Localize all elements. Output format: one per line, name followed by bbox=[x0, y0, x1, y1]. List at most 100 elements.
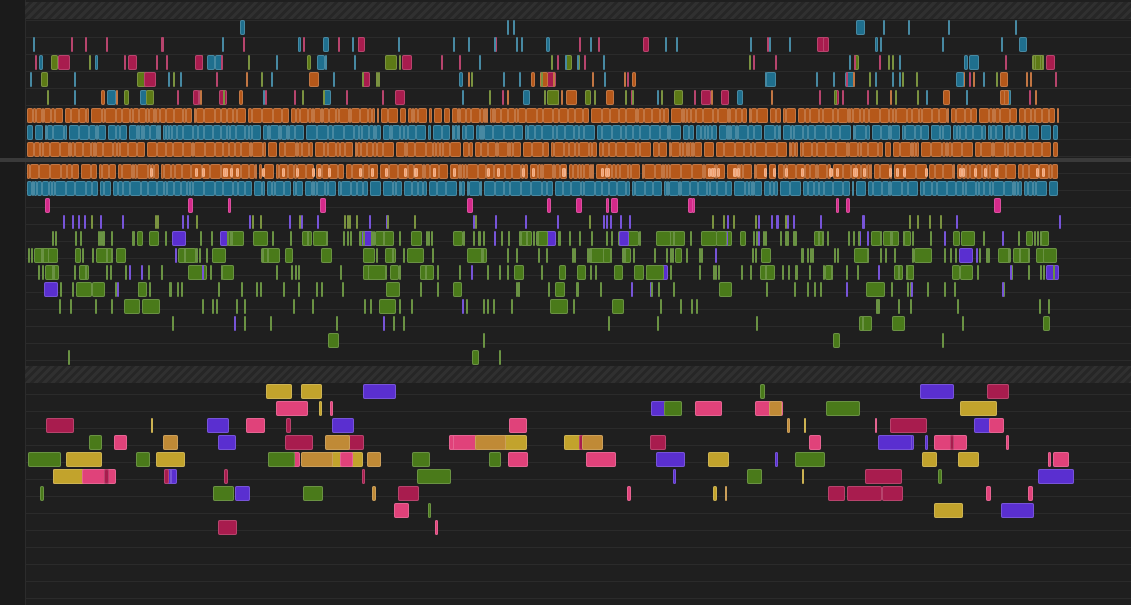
band-event-block[interactable] bbox=[642, 164, 644, 179]
detail-event-block[interactable] bbox=[307, 231, 309, 246]
band-event-block[interactable] bbox=[328, 125, 333, 140]
detail-event-block[interactable] bbox=[880, 231, 882, 246]
band-event-block[interactable] bbox=[581, 181, 584, 196]
band-event-block[interactable] bbox=[128, 142, 137, 157]
highlight-event-block[interactable] bbox=[150, 168, 153, 177]
detail-event-block[interactable] bbox=[624, 248, 626, 263]
marker-event-block[interactable] bbox=[45, 198, 50, 213]
detail-event-block[interactable] bbox=[837, 248, 839, 263]
band-event-block[interactable] bbox=[230, 125, 236, 140]
band-event-block[interactable] bbox=[133, 108, 139, 123]
tick-event-block[interactable] bbox=[1059, 215, 1061, 229]
band-event-block[interactable] bbox=[1018, 164, 1023, 179]
band-event-block[interactable] bbox=[355, 142, 357, 157]
sparse-event-block[interactable] bbox=[753, 55, 755, 70]
band-event-block[interactable] bbox=[668, 125, 670, 140]
sparse-event-block[interactable] bbox=[101, 90, 105, 105]
detail-event-block[interactable] bbox=[788, 265, 790, 280]
band-event-block[interactable] bbox=[116, 108, 122, 123]
detail-event-block[interactable] bbox=[28, 248, 30, 263]
band-event-block[interactable] bbox=[707, 181, 710, 196]
band-event-block[interactable] bbox=[564, 142, 569, 157]
sparse-event-block[interactable] bbox=[996, 72, 998, 87]
band-event-block[interactable] bbox=[902, 125, 905, 140]
detail-event-block[interactable] bbox=[98, 231, 100, 246]
sparse-event-block[interactable] bbox=[625, 90, 627, 105]
band-event-block[interactable] bbox=[966, 181, 976, 196]
sparse-event-block[interactable] bbox=[880, 37, 882, 52]
band-event-block[interactable] bbox=[919, 108, 922, 123]
tick-event-block[interactable] bbox=[369, 215, 371, 229]
sparse-event-block[interactable] bbox=[540, 72, 548, 87]
detail-event-block[interactable] bbox=[533, 231, 535, 246]
band-event-block[interactable] bbox=[1028, 125, 1039, 140]
highlight-event-block[interactable] bbox=[487, 168, 490, 177]
band-event-block[interactable] bbox=[565, 125, 574, 140]
band-event-block[interactable] bbox=[775, 125, 779, 140]
band-event-block[interactable] bbox=[754, 125, 762, 140]
band-event-block[interactable] bbox=[210, 164, 221, 179]
sparse-event-block[interactable] bbox=[1046, 55, 1055, 70]
highlight-event-block[interactable] bbox=[453, 168, 456, 177]
detail-event-block[interactable] bbox=[328, 333, 339, 348]
band-event-block[interactable] bbox=[943, 125, 951, 140]
band-event-block[interactable] bbox=[574, 125, 579, 140]
detail-event-block[interactable] bbox=[891, 231, 893, 246]
sparse-event-block[interactable] bbox=[665, 37, 667, 52]
band-event-block[interactable] bbox=[800, 142, 803, 157]
band-event-block[interactable] bbox=[748, 125, 754, 140]
lower-event-block[interactable] bbox=[28, 452, 61, 467]
band-event-block[interactable] bbox=[597, 125, 602, 140]
sparse-event-block[interactable] bbox=[173, 72, 175, 87]
sparse-event-block[interactable] bbox=[1000, 90, 1005, 105]
detail-event-block[interactable] bbox=[336, 316, 338, 331]
detail-event-block[interactable] bbox=[385, 265, 387, 280]
band-event-block[interactable] bbox=[272, 181, 275, 196]
sparse-event-block[interactable] bbox=[298, 37, 301, 52]
band-event-block[interactable] bbox=[433, 125, 442, 140]
band-event-block[interactable] bbox=[263, 142, 266, 157]
band-event-block[interactable] bbox=[91, 142, 94, 157]
band-event-block[interactable] bbox=[173, 142, 183, 157]
band-event-block[interactable] bbox=[459, 181, 461, 196]
band-event-block[interactable] bbox=[223, 181, 233, 196]
sparse-event-block[interactable] bbox=[74, 90, 76, 105]
band-event-block[interactable] bbox=[1005, 125, 1009, 140]
band-event-block[interactable] bbox=[610, 108, 619, 123]
band-event-block[interactable] bbox=[267, 181, 272, 196]
band-event-block[interactable] bbox=[966, 125, 973, 140]
lower-event-block[interactable] bbox=[363, 384, 396, 399]
detail-event-block[interactable] bbox=[590, 265, 592, 280]
band-event-block[interactable] bbox=[538, 164, 541, 179]
band-event-block[interactable] bbox=[701, 125, 705, 140]
band-event-block[interactable] bbox=[227, 108, 233, 123]
detail-event-block[interactable] bbox=[818, 231, 820, 246]
highlight-event-block[interactable] bbox=[236, 168, 239, 177]
band-event-block[interactable] bbox=[620, 164, 628, 179]
band-event-block[interactable] bbox=[861, 142, 868, 157]
detail-event-block[interactable] bbox=[466, 299, 468, 314]
band-event-block[interactable] bbox=[312, 181, 314, 196]
tick-event-block[interactable] bbox=[356, 215, 358, 229]
detail-event-block[interactable] bbox=[48, 248, 58, 263]
band-event-block[interactable] bbox=[372, 108, 375, 123]
band-event-block[interactable] bbox=[779, 125, 781, 140]
band-event-block[interactable] bbox=[159, 125, 161, 140]
sparse-event-block[interactable] bbox=[41, 72, 48, 87]
detail-event-block[interactable] bbox=[589, 248, 591, 263]
band-event-block[interactable] bbox=[858, 142, 861, 157]
band-event-block[interactable] bbox=[843, 164, 851, 179]
band-event-block[interactable] bbox=[296, 108, 300, 123]
detail-event-block[interactable] bbox=[399, 265, 401, 280]
band-event-block[interactable] bbox=[279, 142, 285, 157]
band-event-block[interactable] bbox=[1053, 142, 1058, 157]
detail-event-block[interactable] bbox=[175, 248, 177, 263]
band-event-block[interactable] bbox=[167, 181, 174, 196]
sparse-event-block[interactable] bbox=[561, 90, 563, 105]
sparse-event-block[interactable] bbox=[402, 55, 412, 70]
band-event-block[interactable] bbox=[144, 125, 150, 140]
band-event-block[interactable] bbox=[595, 181, 602, 196]
band-event-block[interactable] bbox=[738, 125, 748, 140]
band-event-block[interactable] bbox=[815, 125, 826, 140]
detail-event-block[interactable] bbox=[141, 265, 143, 280]
